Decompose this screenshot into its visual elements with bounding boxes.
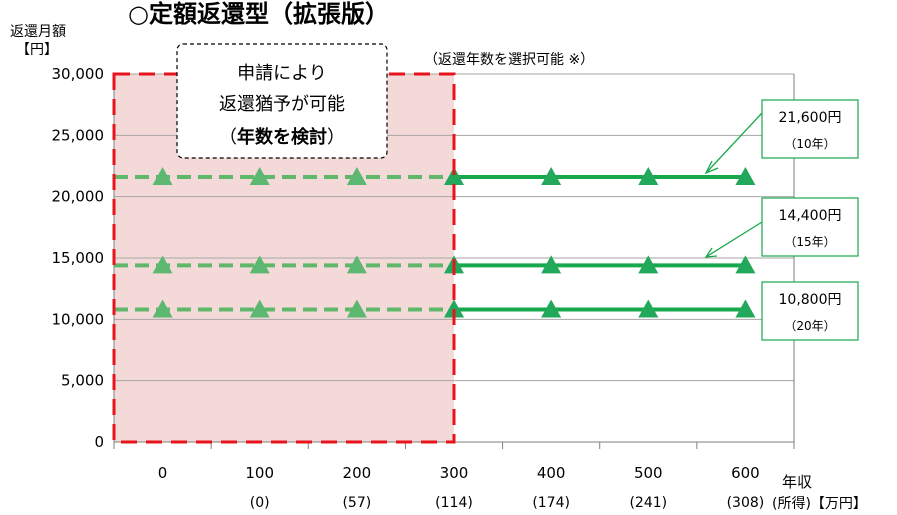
deferral-box [176,43,388,159]
data-point [541,299,562,318]
data-point [444,299,464,318]
callout-20yr-box [761,281,859,341]
deferral-border [112,72,456,444]
data-point [638,167,659,186]
y-tick-label: 0 [94,433,104,451]
data-point [735,167,756,186]
callout-20yr-amount: 10,800円 [779,292,842,308]
y-axis-title: 返還月額 [10,24,66,40]
deferral-box-line1: 申請により [237,63,327,84]
x-tick-sublabel: (308) [727,495,765,511]
x-axis-unit: (所得)【万円】 [772,495,867,512]
data-point [735,299,756,318]
x-tick-label: 0 [158,464,168,482]
data-point [638,255,659,274]
x-tick-sublabel: (241) [629,495,667,511]
data-point [346,167,367,186]
data-point [638,299,659,318]
callout-10yr-arrowhead [704,160,719,175]
y-tick-label: 30,000 [52,65,105,83]
data-point [152,167,173,186]
data-point [152,255,173,274]
chart-title: ○定額返還型（拡張版） [128,0,389,28]
callout-10yr-pointer [705,112,763,174]
series-group [114,167,756,318]
x-tick-label: 600 [731,464,760,482]
y-axis: 0 5,000 10,000 15,000 20,000 25,000 30,000 [52,65,115,451]
callout-15yr-pointer [705,221,763,258]
y-tick-label: 25,000 [52,126,105,144]
x-tick-label: 200 [343,464,372,482]
data-point [249,299,270,318]
data-point [541,167,562,186]
callout-15yr-years: （15年） [784,235,835,249]
data-point [735,255,756,274]
deferral-box-line3: （年数を検討） [219,126,345,148]
data-point [152,299,173,318]
deferral-box-line3-close: ） [327,127,345,148]
y-tick-label: 5,000 [61,372,104,390]
deferral-box-line3-open: （ [219,127,237,148]
callout-15yr-box [761,197,859,257]
y-tick-label: 10,000 [52,310,105,328]
x-tick-label: 300 [440,464,469,482]
x-tick-label: 500 [634,464,663,482]
selectable-note: （返還年数を選択可能 ※） [424,52,594,68]
deferral-box-line2: 返還猶予が可能 [219,94,345,115]
data-point [444,167,464,186]
data-point [249,255,270,274]
data-point [346,299,367,318]
x-tick-label: 100 [245,464,274,482]
callout-20yr-years: （20年） [784,319,835,333]
callout-15yr: 14,400円 （15年） [704,197,859,258]
x-tick-sublabel: (0) [250,495,270,511]
x-tick-label: 400 [537,464,566,482]
x-tick-sublabel: (57) [342,495,371,511]
callout-15yr-amount: 14,400円 [779,208,842,224]
callout-20yr: 10,800円 （20年） [761,281,859,341]
callout-10yr: 21,600円 （10年） [704,99,859,175]
x-tick-sublabel: (114) [435,495,473,511]
data-point [541,255,562,274]
deferral-box-line3-bold: 年数を検討 [237,126,327,148]
callout-15yr-arrowhead [704,247,718,258]
data-point [346,255,367,274]
data-point [249,167,270,186]
callout-10yr-years: （10年） [784,137,835,151]
x-axis-title: 年収 [782,473,812,491]
y-tick-label: 20,000 [52,188,105,206]
y-axis-unit: 【円】 [16,42,58,58]
callout-10yr-amount: 21,600円 [779,110,842,126]
y-tick-label: 15,000 [52,249,105,267]
callout-10yr-box [761,99,859,159]
x-tick-sublabel: (174) [532,495,570,511]
